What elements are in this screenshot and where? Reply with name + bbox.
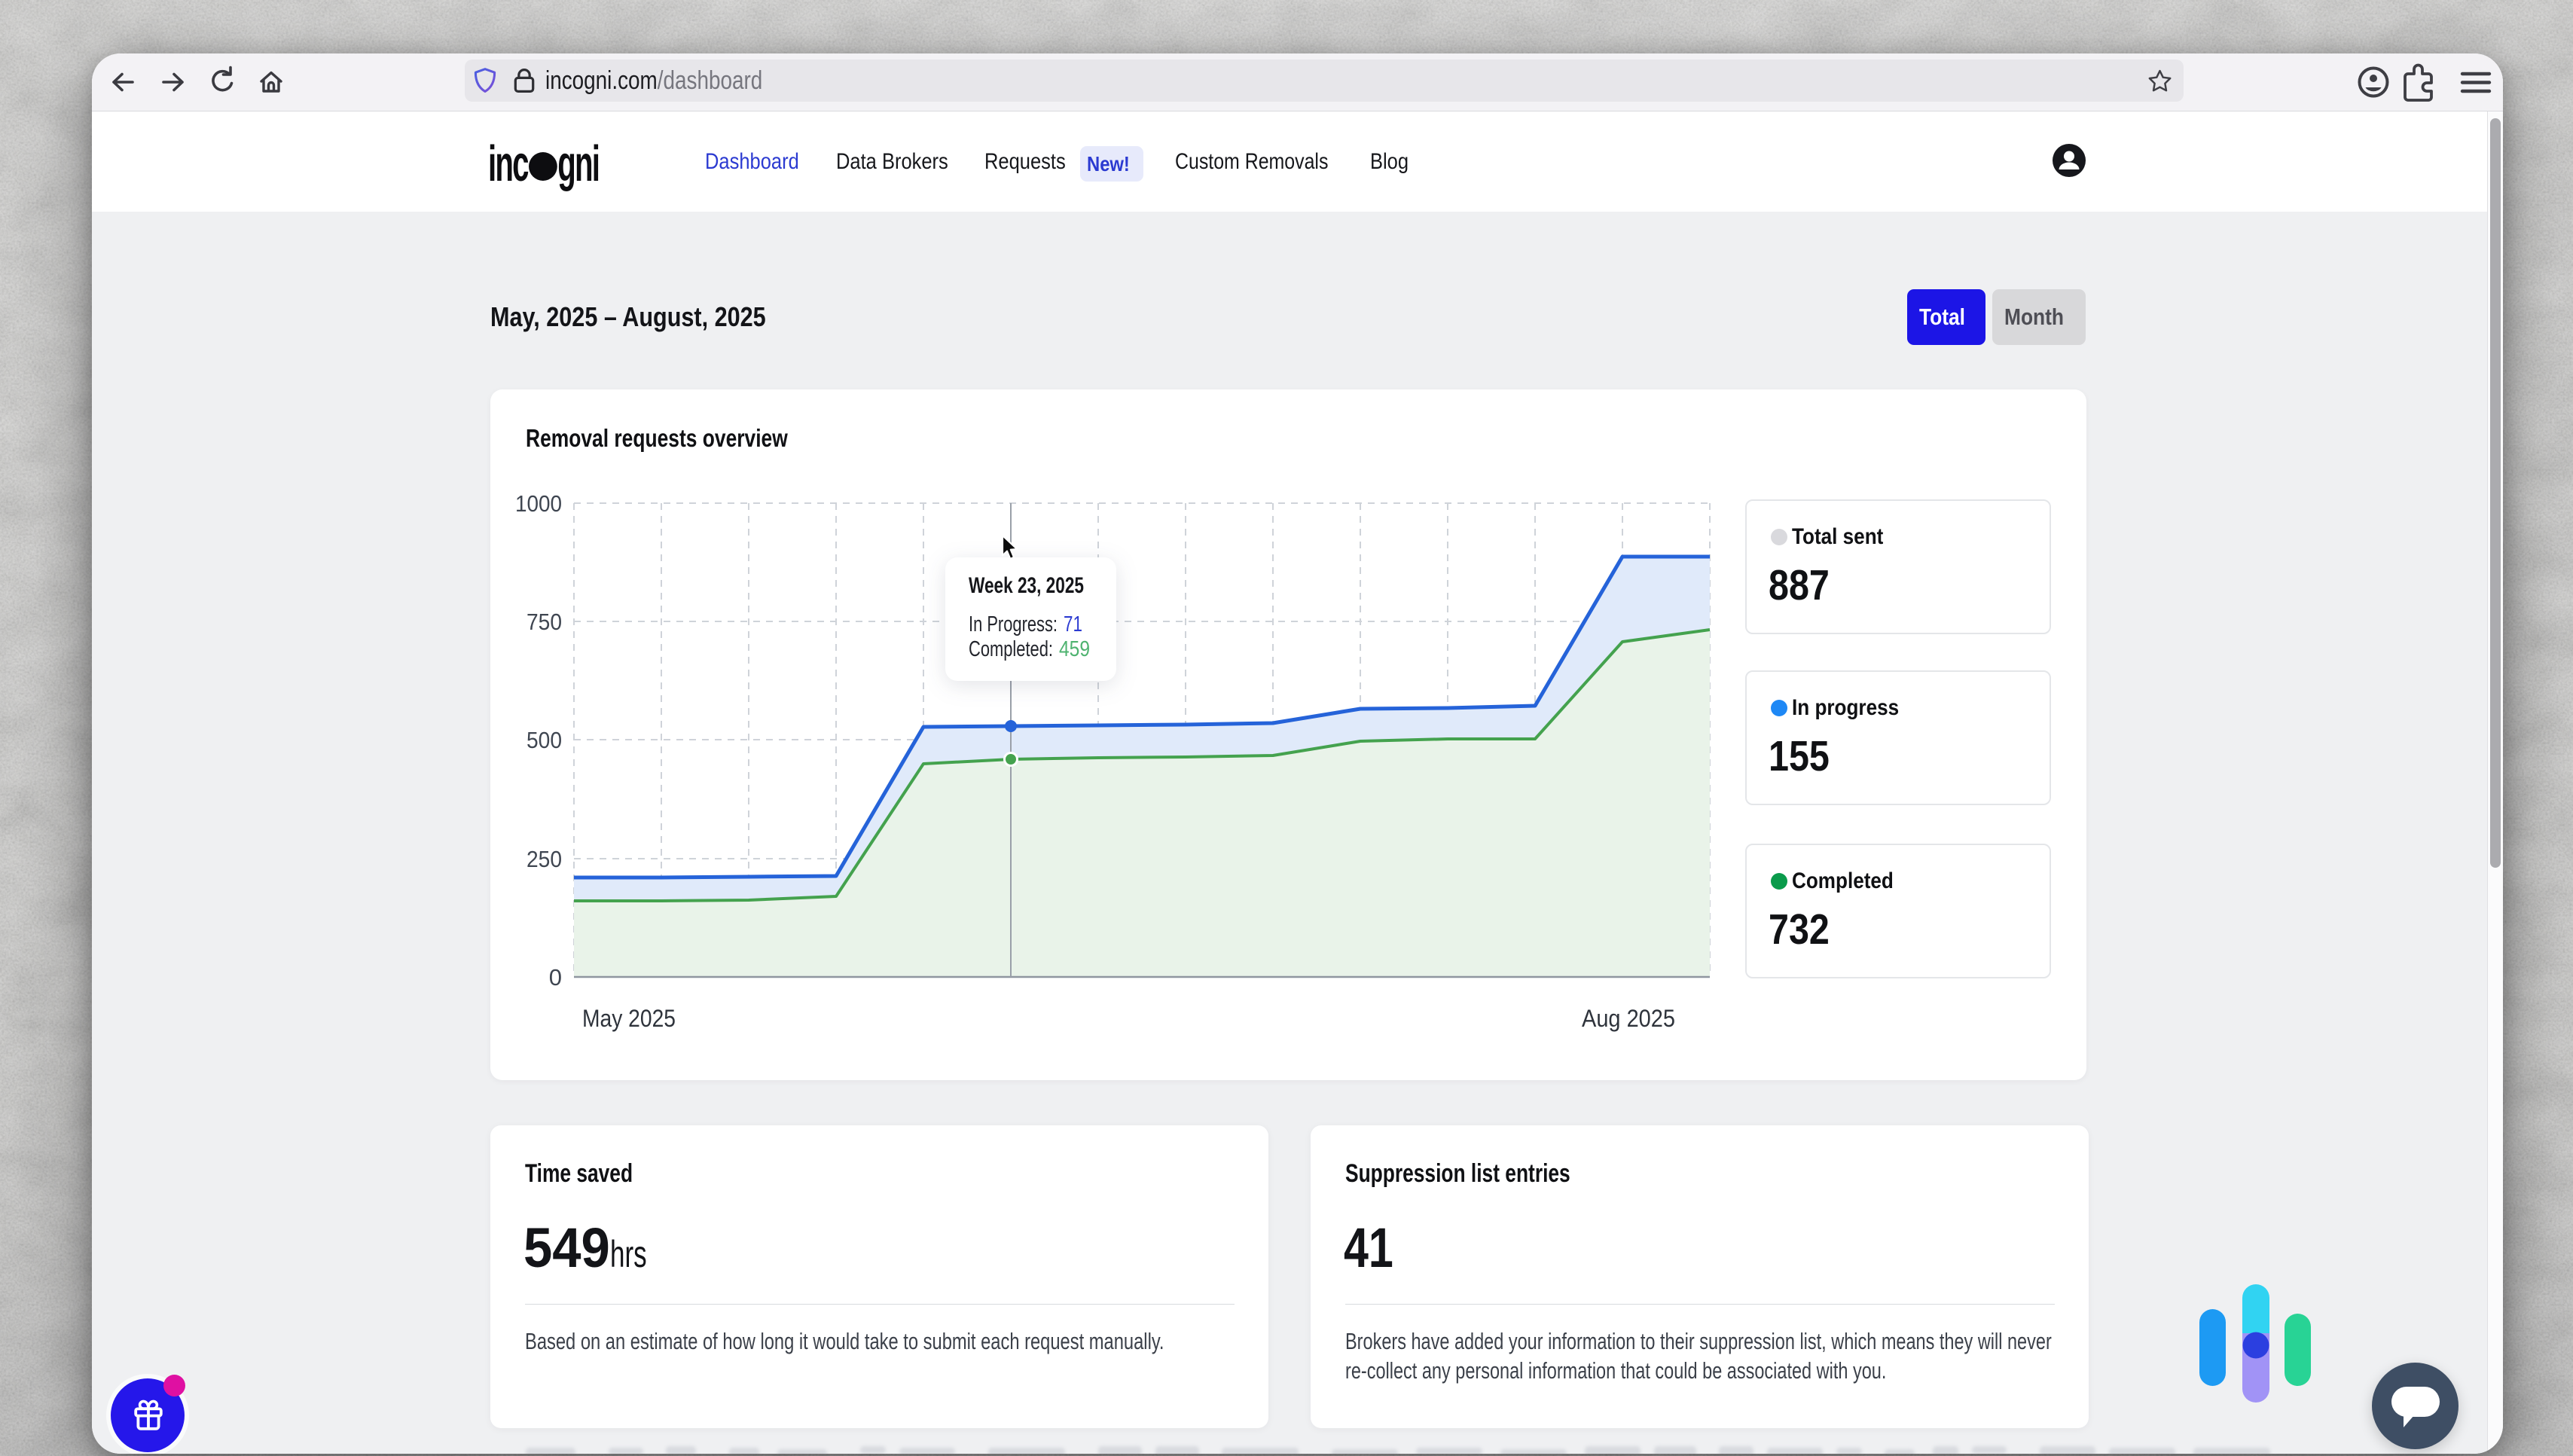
svg-text:500: 500 [527, 727, 562, 753]
svg-text:In Progress:: In Progress: [969, 612, 1058, 636]
svg-text:250: 250 [527, 846, 562, 872]
svg-text:1000: 1000 [515, 490, 562, 517]
svg-text:May 2025: May 2025 [582, 1005, 676, 1032]
svg-text:Completed:: Completed: [969, 637, 1053, 661]
svg-text:Aug 2025: Aug 2025 [1582, 1005, 1675, 1032]
svg-text:0: 0 [549, 964, 562, 991]
svg-text:Week 23, 2025: Week 23, 2025 [969, 573, 1084, 598]
svg-text:71: 71 [1064, 612, 1082, 636]
svg-text:750: 750 [527, 609, 562, 635]
svg-text:459: 459 [1059, 637, 1090, 661]
